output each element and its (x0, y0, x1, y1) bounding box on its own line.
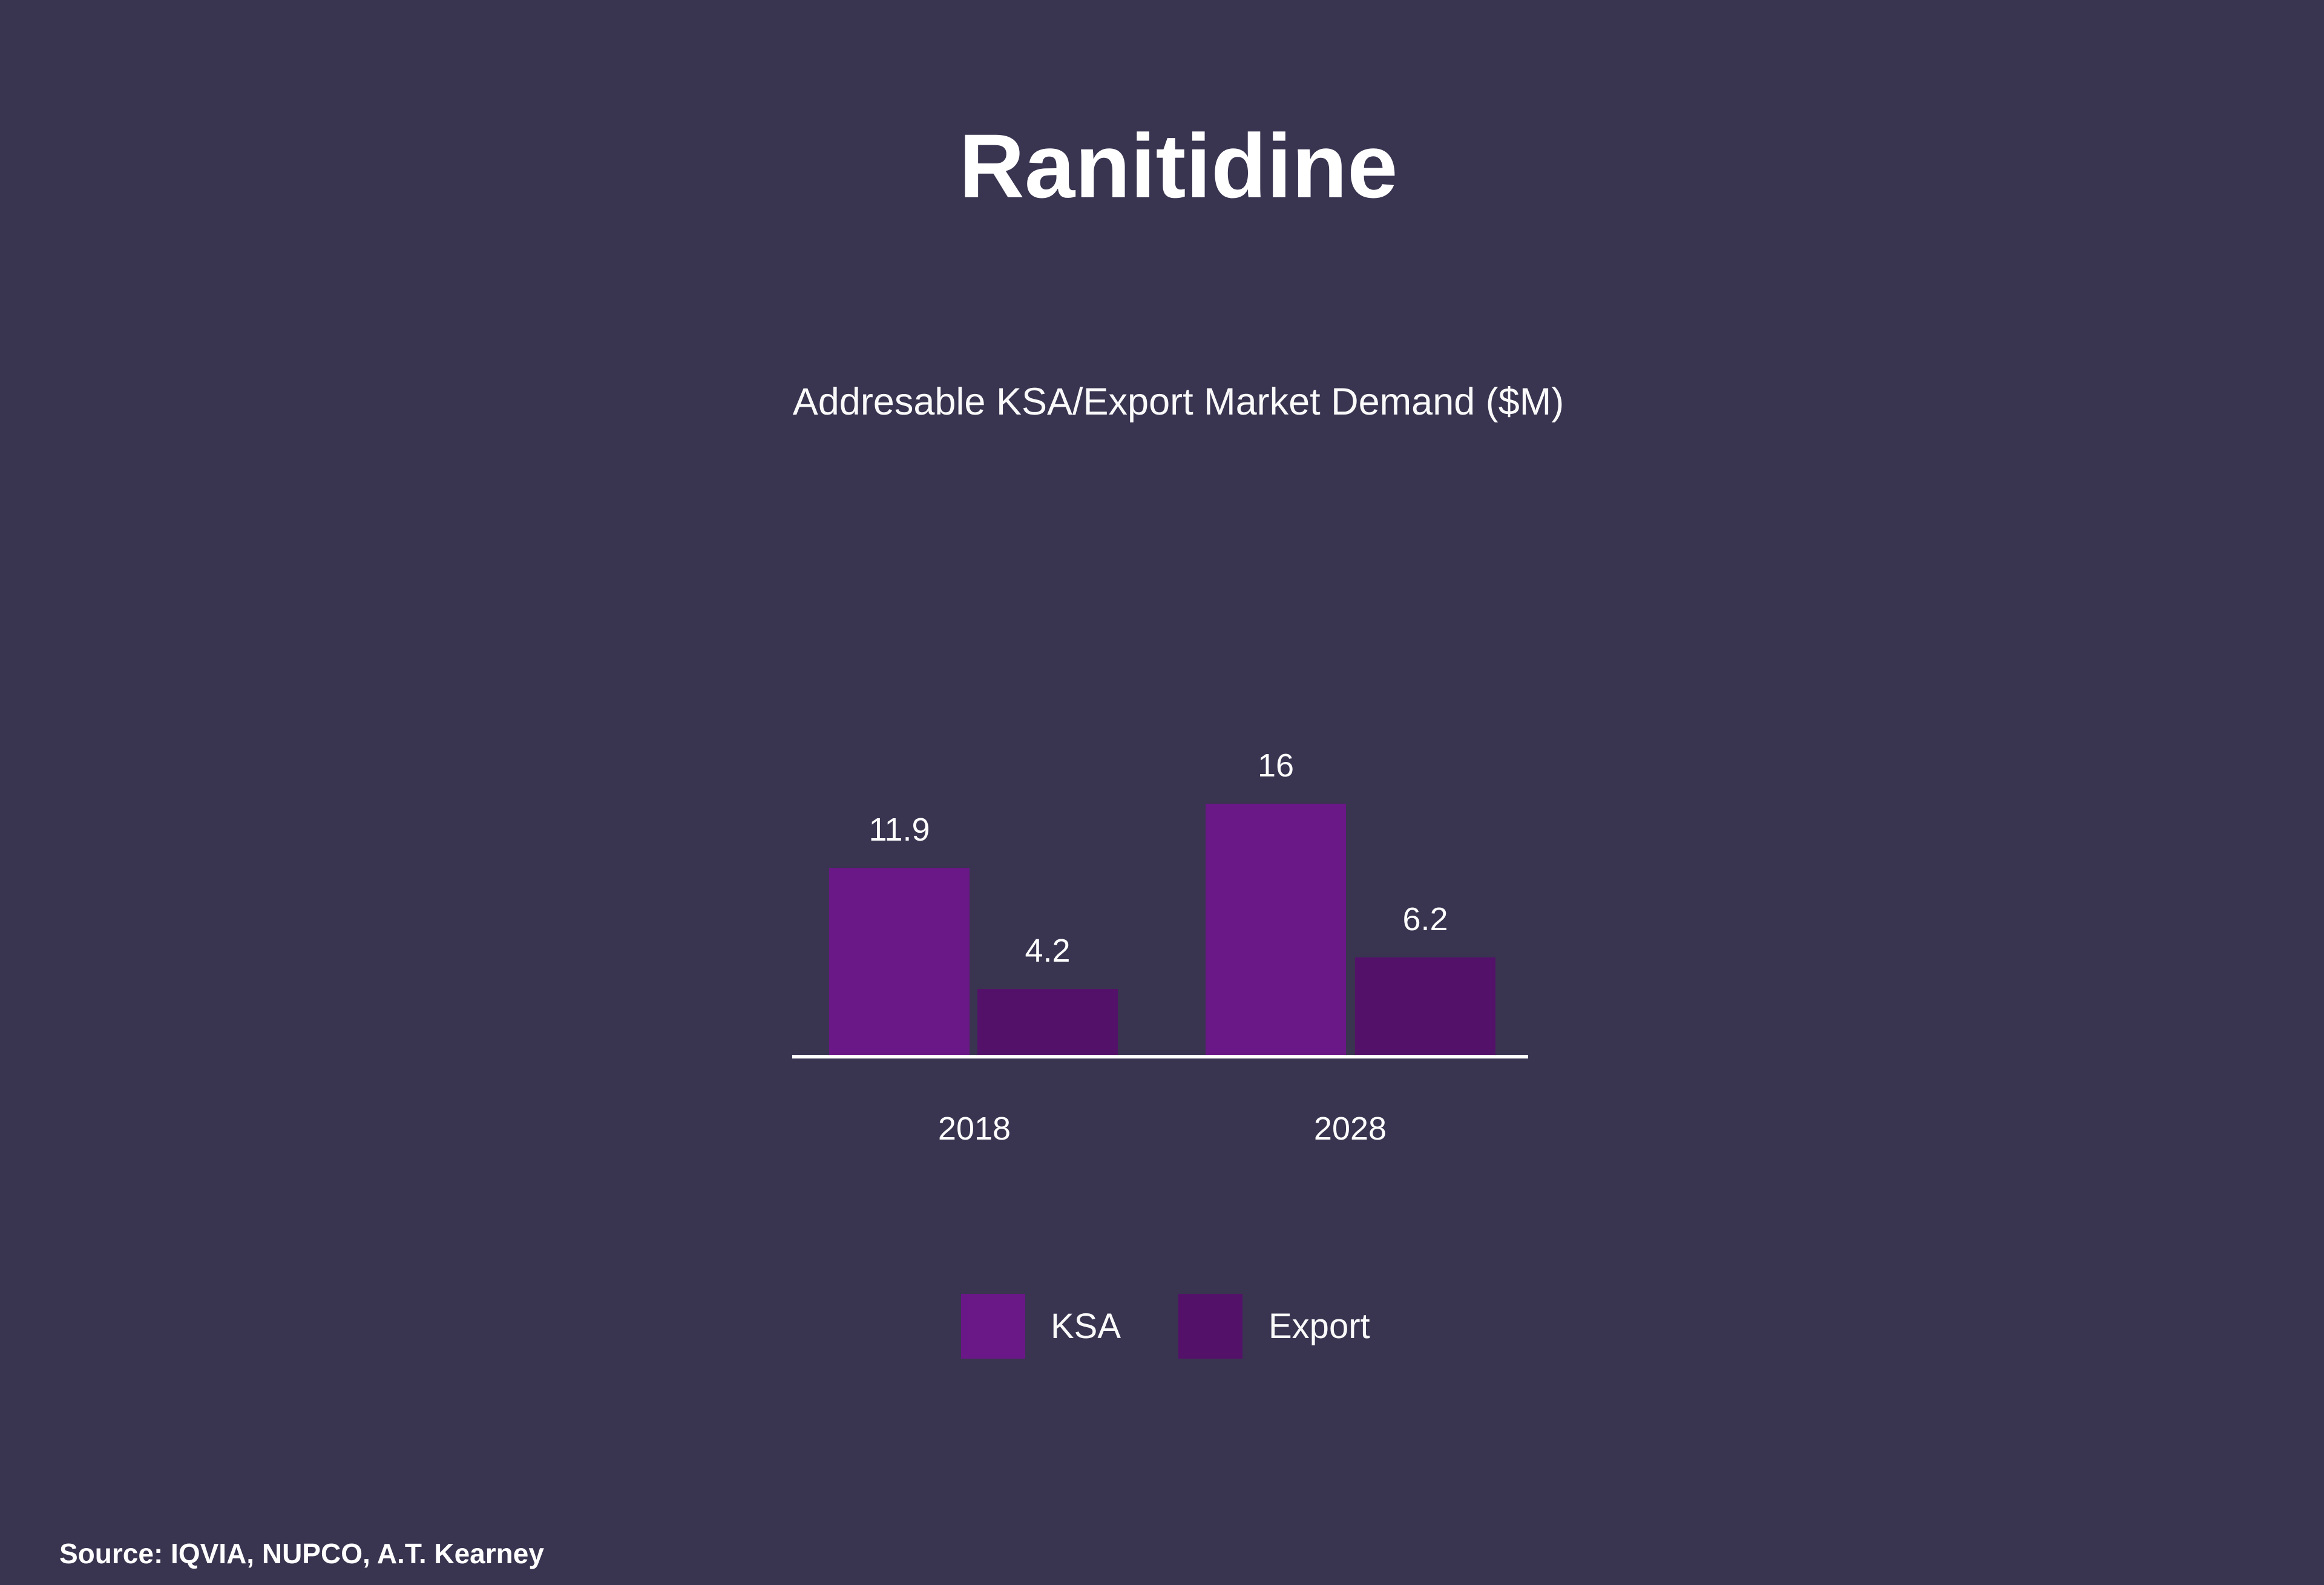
bar-value-label: 16 (1257, 747, 1295, 784)
source-note: Source: IQVIA, NUPCO, A.T. Kearney (59, 1538, 544, 1569)
bar-value-label: 4.2 (1025, 933, 1071, 969)
legend-label-ksa: KSA (1051, 1307, 1121, 1346)
legend-label-export: Export (1269, 1307, 1370, 1346)
bar-export-2028 (1355, 957, 1495, 1055)
bar-export-2018 (977, 989, 1118, 1055)
legend-swatch-ksa (961, 1294, 1025, 1359)
bar-value-label: 11.9 (868, 812, 930, 848)
page-title: Ranitidine (959, 115, 1398, 217)
bar-ksa-2018 (829, 868, 970, 1055)
bar-value-label: 6.2 (1402, 901, 1448, 937)
chart-title: Addresable KSA/Export Market Demand ($M) (792, 381, 1564, 423)
x-axis-line (792, 1055, 1528, 1058)
x-axis-label-2028: 2028 (1313, 1111, 1387, 1147)
legend-swatch-export (1178, 1294, 1242, 1359)
x-axis-label-2018: 2018 (937, 1111, 1011, 1147)
bar-ksa-2028 (1206, 804, 1346, 1055)
